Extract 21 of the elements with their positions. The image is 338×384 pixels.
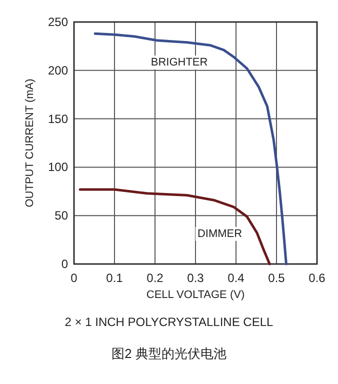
x-tick-label: 0 <box>70 271 78 285</box>
x-tick-label: 0.2 <box>146 271 164 285</box>
y-tick-label: 150 <box>48 112 68 126</box>
y-tick-label: 0 <box>61 257 68 271</box>
x-tick-label: 0.5 <box>268 271 286 285</box>
y-tick-label: 50 <box>54 208 68 223</box>
y-tick-label: 100 <box>48 160 68 174</box>
line-series <box>94 32 288 266</box>
y-tick-label: 250 <box>48 15 68 29</box>
caption: 图2 典型的光伏电池 <box>112 346 226 361</box>
series-label: BRIGHTER <box>150 56 208 69</box>
line-series <box>78 188 271 266</box>
x-tick-label: 0.3 <box>187 271 204 285</box>
x-tick-label: 0.6 <box>308 271 326 285</box>
text: 2 × 1 INCH POLYCRYSTALLINE CELL <box>64 315 274 329</box>
x-tick-label: 0.1 <box>106 271 124 285</box>
y-tick-label: 200 <box>48 63 68 78</box>
x-axis-title: CELL VOLTAGE (V) <box>146 289 245 301</box>
x-tick-label: 0.4 <box>228 271 245 285</box>
series-label: DIMMER <box>197 228 242 240</box>
y-axis-title: OUTPUT CURRENT (mA) <box>24 78 36 208</box>
